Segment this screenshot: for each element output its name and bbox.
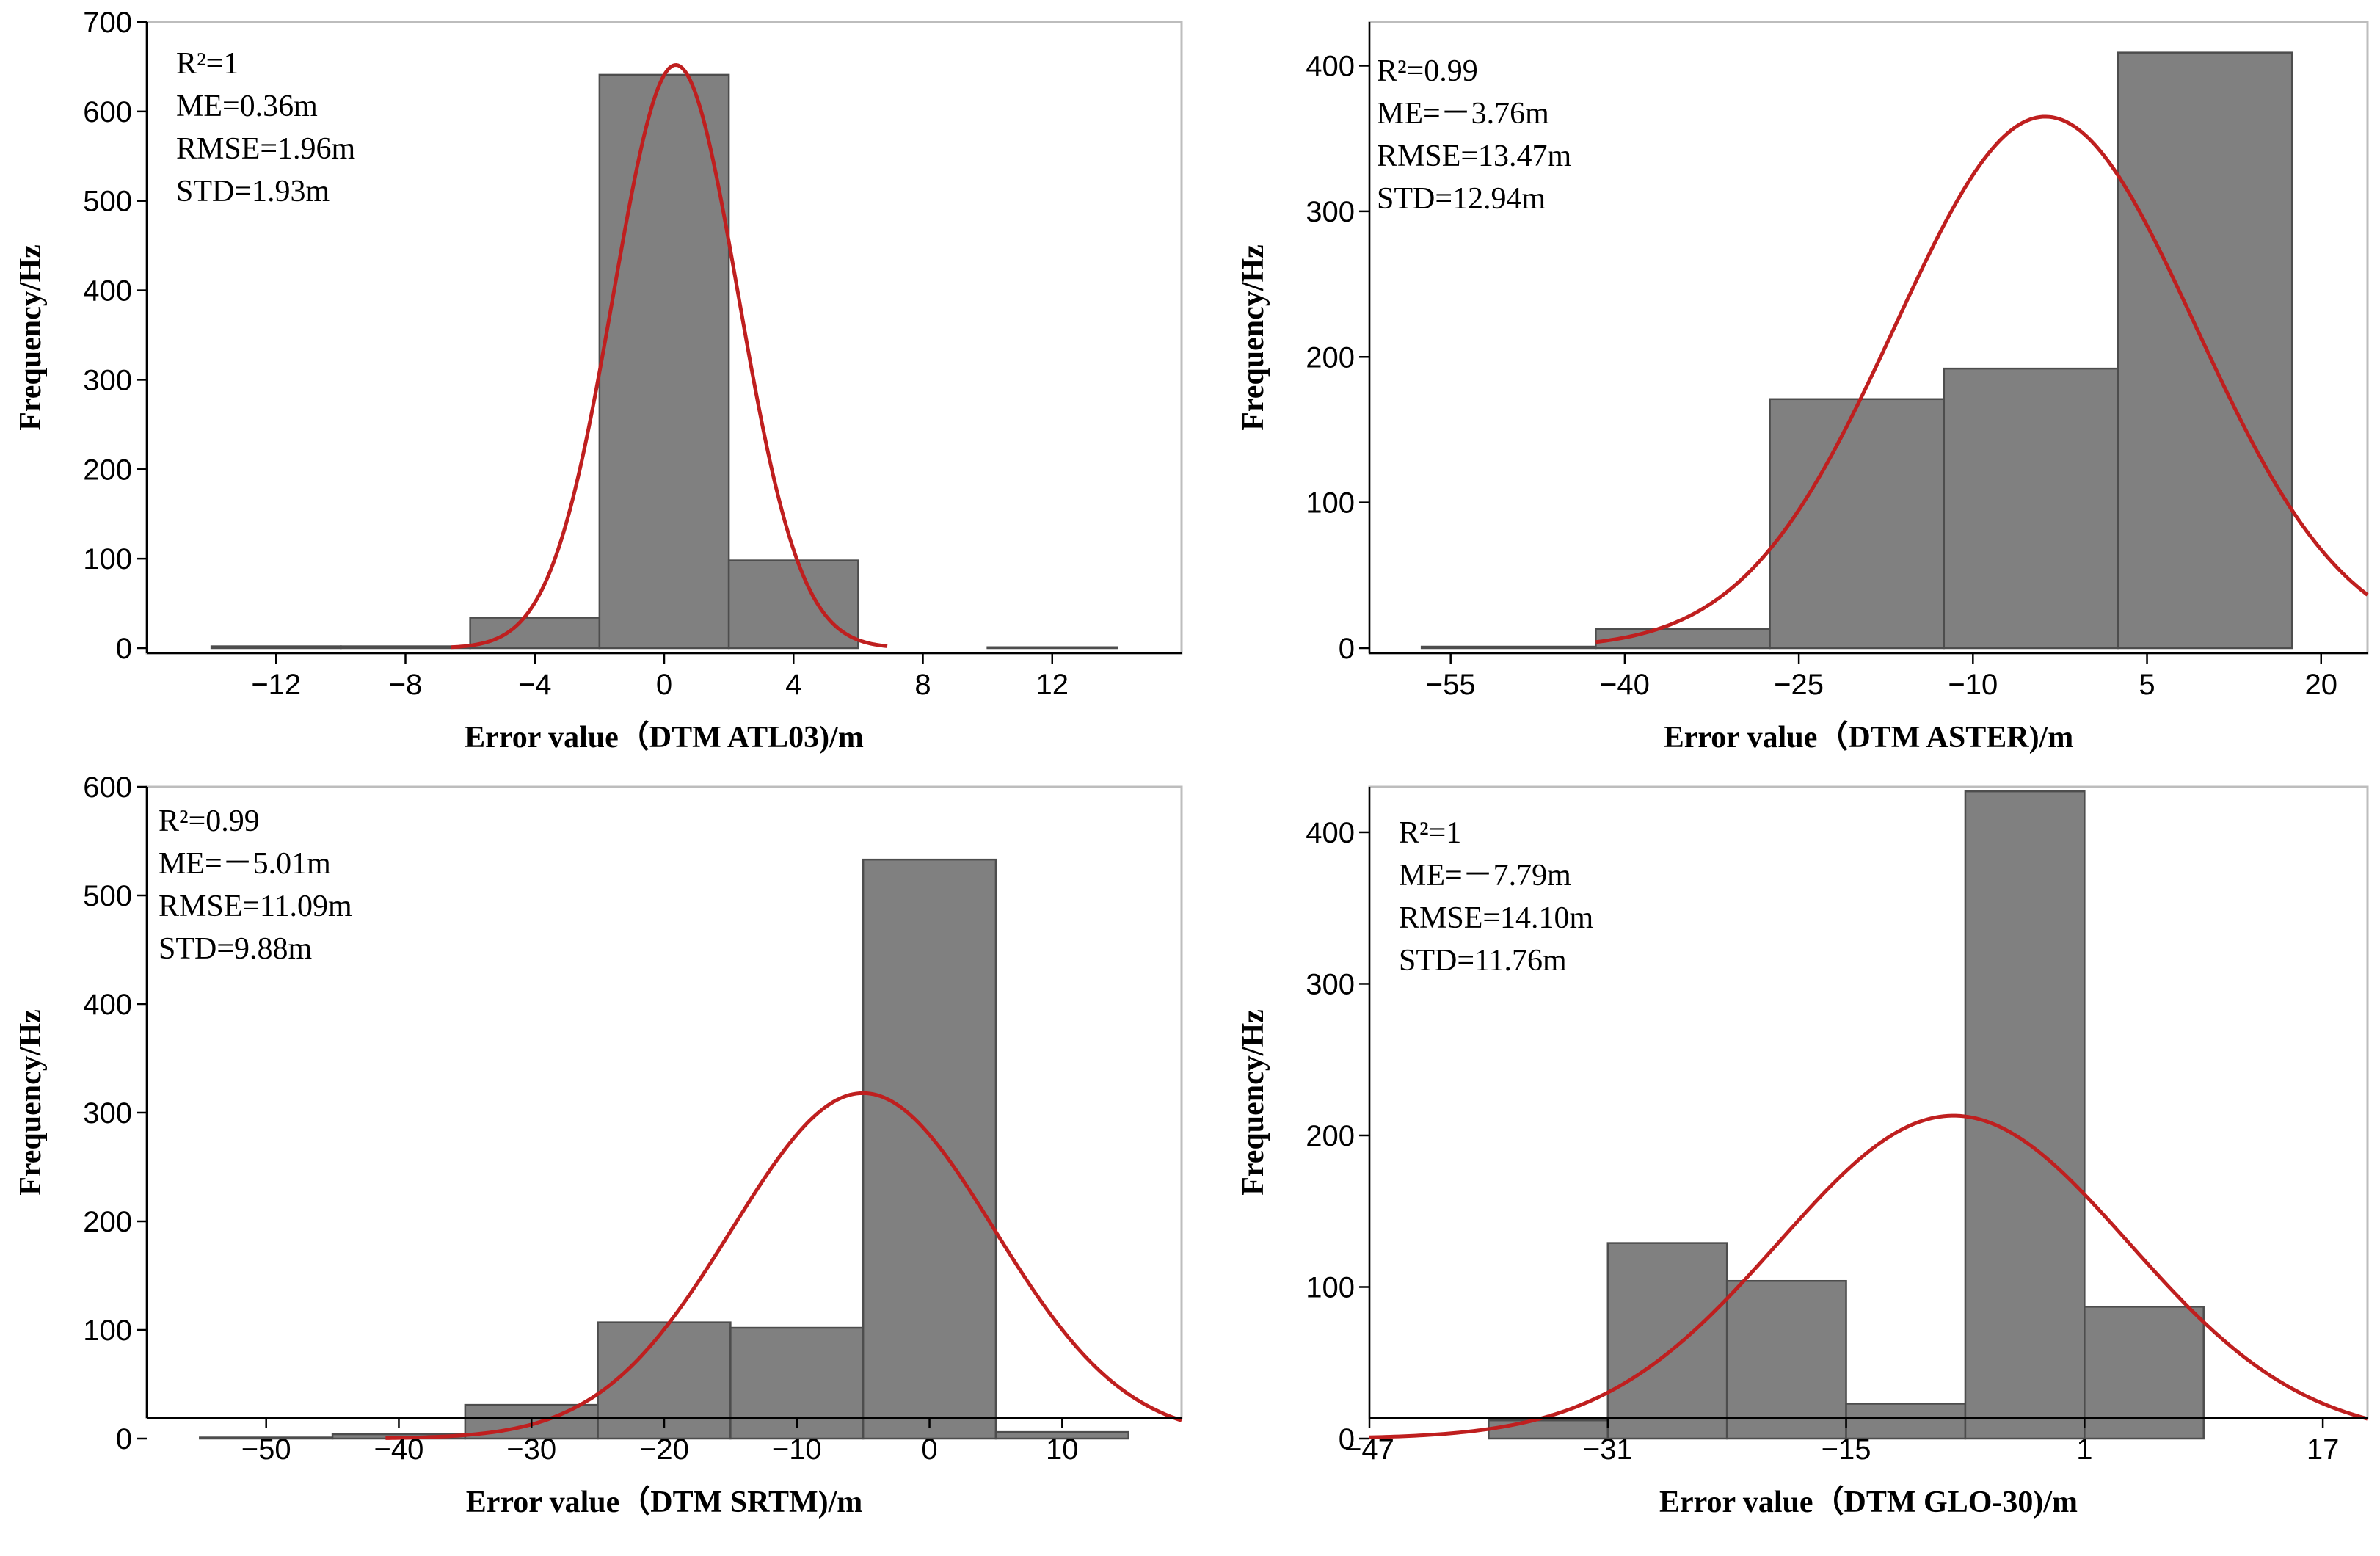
histogram-bar-5 <box>862 858 997 1440</box>
x-tick-label: −40 <box>374 1433 424 1466</box>
stat-annotation: R²=0.99 <box>1377 54 1478 88</box>
x-tick-label: −15 <box>1822 1433 1871 1466</box>
x-tick-label: −10 <box>1948 669 1998 701</box>
y-tick-label: 300 <box>1306 968 1355 1000</box>
stat-annotation: STD=12.94m <box>1377 182 1546 216</box>
stat-annotation: ME=0.36m <box>176 90 318 123</box>
histogram-bar-4 <box>1964 790 2086 1440</box>
x-tick-label: 12 <box>1036 669 1069 701</box>
stat-annotation: R²=1 <box>1399 816 1461 850</box>
x-tick-label: −55 <box>1426 669 1476 701</box>
x-tick-label: 20 <box>2304 669 2337 701</box>
histogram-bar-6 <box>986 646 1118 650</box>
chart-panel-srtm: −50 −40 −30 −20 −10 0 100100200300400500600Err… <box>14 771 1183 1519</box>
x-tick-label: −4 <box>518 669 552 701</box>
y-tick-label: 400 <box>83 989 132 1021</box>
stat-annotation: STD=11.76m <box>1399 944 1567 978</box>
y-tick-label: 700 <box>83 7 132 39</box>
x-tick-label: −12 <box>251 669 301 701</box>
y-tick-label: 100 <box>1306 1271 1355 1304</box>
y-tick-label: 200 <box>83 1206 132 1238</box>
y-tick-label: 600 <box>83 96 132 128</box>
x-tick-label: 0 <box>656 669 672 701</box>
histogram-bar-3 <box>1943 367 2119 650</box>
normal-fit-curve <box>385 1091 1182 1440</box>
stat-annotation: R²=1 <box>176 47 239 81</box>
histogram-bar-0 <box>1420 645 1597 650</box>
histogram-bar-2 <box>469 617 601 650</box>
y-tick-label: 400 <box>1306 817 1355 849</box>
y-tick-label: 100 <box>83 1315 132 1347</box>
histogram-bar-0 <box>210 645 342 650</box>
x-tick-label: 5 <box>2139 669 2155 701</box>
y-tick-label: 300 <box>83 1097 132 1130</box>
x-tick-label: 10 <box>1046 1433 1079 1466</box>
x-axis-title: Error value（DTM ASTER)/m <box>1664 720 2073 755</box>
x-tick-label: −31 <box>1583 1433 1633 1466</box>
x-axis-title: Error value（DTM ATL03)/m <box>465 720 864 755</box>
y-axis-title: Frequency/Hz <box>1237 1009 1270 1196</box>
x-tick-label: −25 <box>1774 669 1824 701</box>
y-tick-label: 100 <box>83 543 132 575</box>
x-axis-title: Error value（DTM GLO-30)/m <box>1659 1485 2078 1519</box>
y-tick-label: 400 <box>1306 51 1355 83</box>
y-tick-label: 0 <box>1339 1423 1355 1455</box>
stat-annotation: RMSE=14.10m <box>1399 901 1594 935</box>
stat-annotation: ME=－7.79m <box>1399 859 1571 892</box>
histogram-bar-4 <box>727 559 859 650</box>
chart-panel-atl03: −12 −8 −4 0 4 8 12 0 100 200 300 400 500 600 700 Error … <box>14 7 1183 755</box>
x-tick-label: 4 <box>785 669 801 701</box>
x-axis-title: Error value（DTM SRTM)/m <box>466 1485 863 1519</box>
x-tick-label: −10 <box>772 1433 822 1466</box>
histogram-bar-2 <box>1725 1279 1847 1440</box>
y-tick-label: 600 <box>83 771 132 804</box>
histogram-bar-5 <box>2084 1306 2205 1440</box>
x-tick-label: −50 <box>241 1433 291 1466</box>
stat-annotation: R²=0.99 <box>159 804 260 838</box>
stat-annotation: RMSE=13.47m <box>1377 139 1572 173</box>
x-tick-label: −30 <box>506 1433 556 1466</box>
y-axis-title: Frequency/Hz <box>1237 244 1270 431</box>
stat-annotation: STD=1.93m <box>176 175 330 208</box>
y-tick-label: 300 <box>83 364 132 396</box>
y-tick-label: 300 <box>1306 196 1355 228</box>
histogram-bar-2 <box>1769 398 1946 650</box>
y-tick-label: 0 <box>116 633 132 665</box>
y-tick-label: 400 <box>83 275 132 308</box>
stat-annotation: STD=9.88m <box>159 932 313 966</box>
x-tick-label: −40 <box>1600 669 1650 701</box>
stat-annotation: ME=－5.01m <box>159 847 331 881</box>
y-tick-label: 500 <box>83 880 132 912</box>
x-tick-label: 0 <box>921 1433 937 1466</box>
y-tick-label: 200 <box>1306 341 1355 374</box>
x-tick-label: 1 <box>2076 1433 2092 1466</box>
histogram-bar-3 <box>1845 1403 1967 1440</box>
x-tick-label: −20 <box>639 1433 689 1466</box>
normal-fit-curve <box>451 63 888 650</box>
histogram-bar-6 <box>994 1430 1129 1440</box>
y-tick-label: 200 <box>83 454 132 486</box>
histogram-bar-1 <box>1606 1242 1728 1440</box>
y-axis-title: Frequency/Hz <box>14 1009 48 1196</box>
y-tick-label: 0 <box>1339 633 1355 665</box>
stat-annotation: RMSE=11.09m <box>159 890 352 923</box>
histogram-bar-3 <box>598 73 730 650</box>
y-tick-label: 100 <box>1306 487 1355 520</box>
x-tick-label: −8 <box>389 669 423 701</box>
normal-fit-curve <box>1595 114 2369 644</box>
y-tick-label: 0 <box>116 1423 132 1455</box>
normal-fit-curve <box>1369 1113 2368 1439</box>
stat-annotation: ME=－3.76m <box>1377 97 1549 131</box>
stat-annotation: RMSE=1.96m <box>176 132 356 166</box>
x-tick-label: 17 <box>2307 1433 2340 1466</box>
x-tick-label: 8 <box>914 669 931 701</box>
plot-frame <box>145 785 1183 1419</box>
y-tick-label: 500 <box>83 186 132 218</box>
y-tick-label: 200 <box>1306 1120 1355 1152</box>
y-axis-title: Frequency/Hz <box>14 244 48 431</box>
